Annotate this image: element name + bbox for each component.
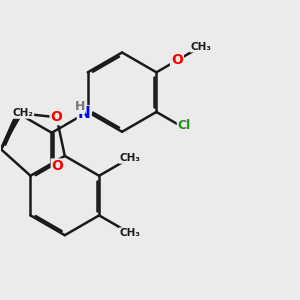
Text: CH₃: CH₃ xyxy=(119,153,140,163)
Text: O: O xyxy=(171,53,183,68)
Text: CH₃: CH₃ xyxy=(119,228,140,238)
Text: H: H xyxy=(74,100,85,113)
Text: O: O xyxy=(51,110,62,124)
Text: N: N xyxy=(78,106,91,122)
Text: O: O xyxy=(52,159,64,173)
Text: Cl: Cl xyxy=(178,119,191,132)
Text: CH₂: CH₂ xyxy=(12,108,33,118)
Text: CH₃: CH₃ xyxy=(190,42,212,52)
